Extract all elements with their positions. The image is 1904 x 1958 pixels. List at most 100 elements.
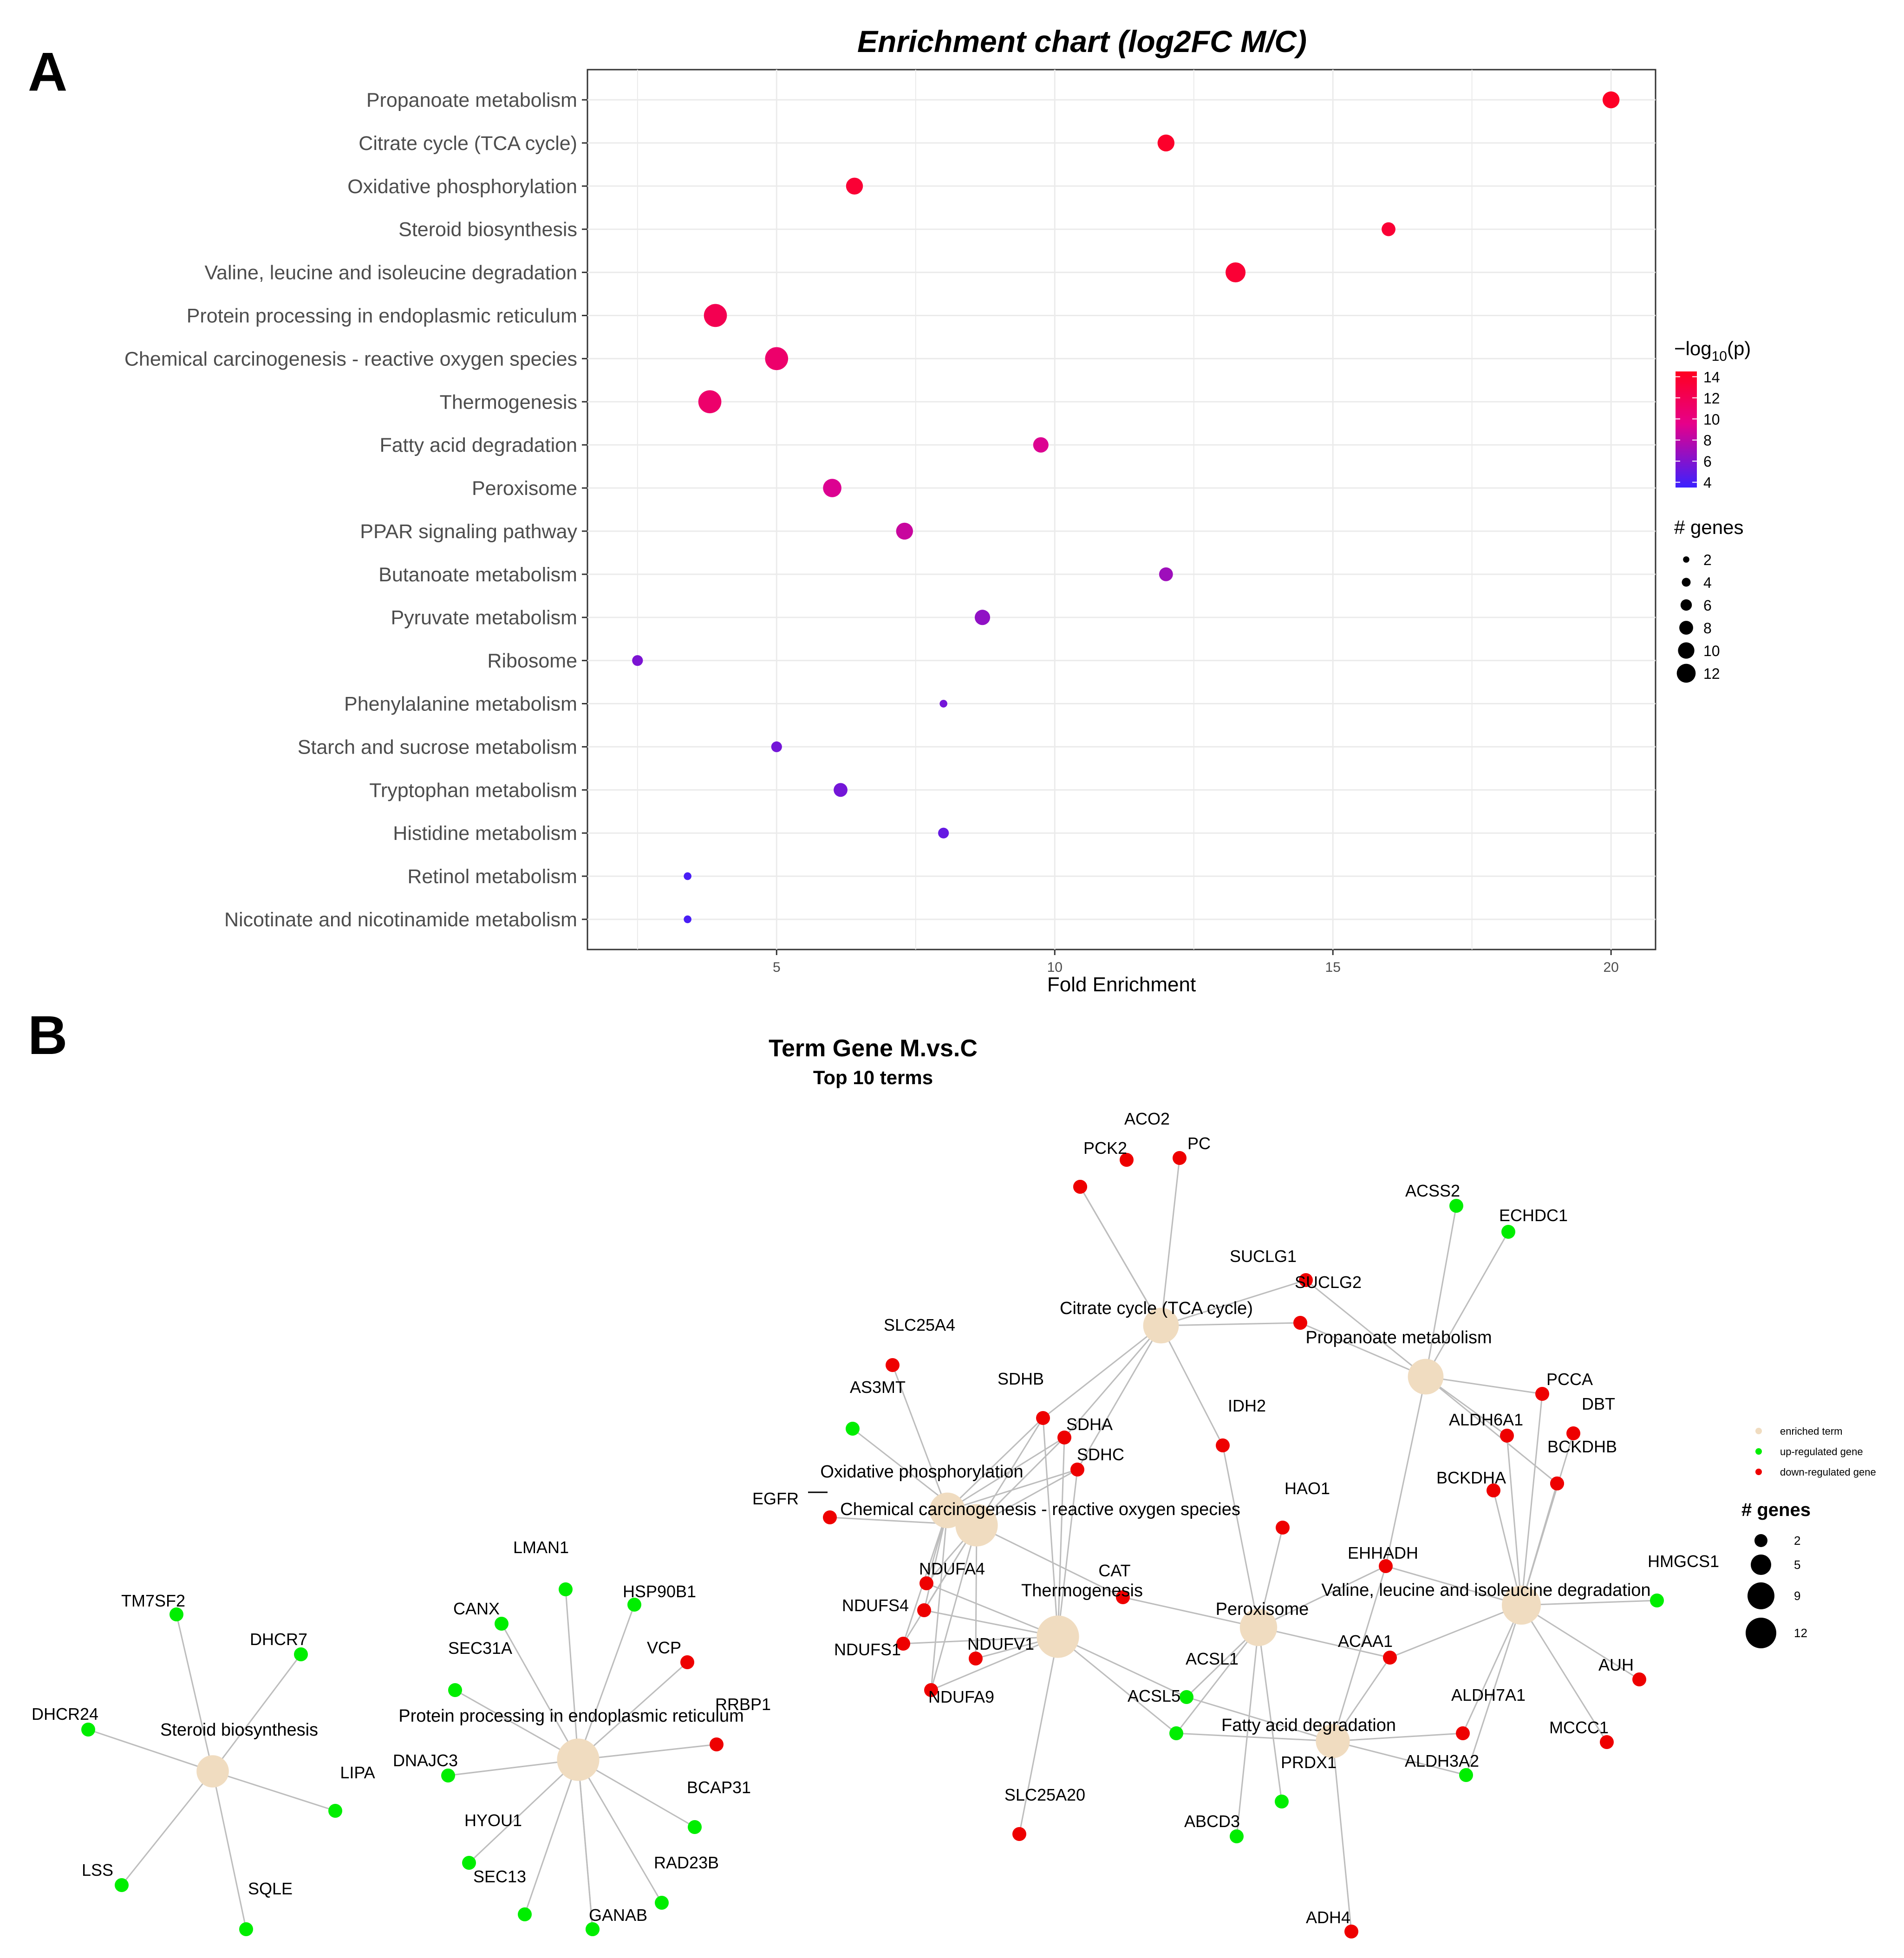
category-label: Fatty acid degradation [380, 434, 578, 456]
gene-node [1650, 1594, 1664, 1607]
color-bar [1676, 371, 1697, 488]
gene-node [1073, 1180, 1087, 1194]
gene-node [1173, 1151, 1187, 1165]
enrichment-chart: Enrichment chart (log2FC M/C) Propanoate… [124, 24, 1751, 996]
panel-b-label: B [28, 1005, 67, 1066]
network-labels: Steroid biosynthesis Protein processing i… [32, 1109, 1719, 1927]
gene-label: SLC25A20 [1004, 1785, 1085, 1804]
color-tick-label: 4 [1703, 475, 1712, 491]
data-point [896, 522, 913, 540]
data-point [939, 700, 947, 708]
size-legend-dot [1679, 621, 1693, 635]
network-edge [1160, 1158, 1180, 1326]
network-edge [1389, 1604, 1522, 1659]
gene-label: MCCC1 [1549, 1718, 1609, 1737]
network-edge [176, 1614, 214, 1772]
network-edge [1332, 1741, 1352, 1932]
gene-node [1487, 1483, 1500, 1497]
network-edge [930, 1525, 978, 1691]
gene-node [1120, 1153, 1134, 1167]
gene-label: NDUFV1 [967, 1634, 1034, 1653]
gene-label: DHCR7 [250, 1630, 307, 1649]
gene-label: SDHB [998, 1369, 1044, 1388]
gene-node [688, 1820, 702, 1834]
gene-node [1449, 1199, 1463, 1213]
gene-node [1383, 1651, 1397, 1665]
category-label: Oxidative phosphorylation [347, 176, 577, 198]
gene-label: DNAJC3 [393, 1751, 458, 1770]
gene-node [919, 1576, 933, 1590]
gene-node [1459, 1768, 1473, 1782]
size-legend: # genes 2 4 6 8 10 12 [1674, 516, 1743, 683]
network-edge [1520, 1483, 1558, 1606]
gene-node [896, 1637, 910, 1651]
gene-node [969, 1652, 983, 1665]
gene-node [823, 1510, 837, 1524]
gene-node [1379, 1559, 1393, 1573]
size-legend-dot [1748, 1582, 1774, 1609]
gene-node [1169, 1726, 1183, 1740]
size-legend-label: 10 [1703, 643, 1720, 659]
network-edge [1305, 1279, 1426, 1378]
data-point [698, 390, 722, 414]
category-label: Ribosome [487, 650, 577, 672]
panel-a-label: A [28, 41, 67, 103]
gene-label: ACAA1 [1338, 1632, 1393, 1651]
gene-node [462, 1856, 476, 1870]
network-edge [1520, 1393, 1543, 1606]
network-edge [902, 1525, 978, 1644]
gene-label: SEC13 [473, 1867, 526, 1886]
gene-label: CAT [1098, 1561, 1130, 1580]
gene-node [710, 1737, 724, 1751]
color-legend: −log10(p) 14 12 10 8 6 4 [1674, 338, 1751, 491]
network-edge [1332, 1566, 1387, 1742]
gene-label: HYOU1 [464, 1811, 522, 1830]
network-edge [946, 1417, 1044, 1511]
gene-node [1299, 1273, 1313, 1287]
network-edge [577, 1759, 663, 1903]
network-legend: enriched term up-regulated gene down-regul… [1741, 1425, 1876, 1648]
term-label: Propanoate metabolism [1305, 1328, 1492, 1347]
gene-label: ALDH7A1 [1451, 1685, 1526, 1704]
color-tick-label: 12 [1703, 390, 1720, 407]
gene-label: SUCLG2 [1295, 1273, 1362, 1292]
size-legend-dot [1678, 642, 1695, 659]
data-point [938, 827, 949, 839]
gene-node [294, 1647, 308, 1661]
size-legend-dot [1754, 1534, 1767, 1547]
network-edge [212, 1654, 302, 1772]
size-legend-label: 5 [1794, 1558, 1800, 1572]
x-tick-label: 10 [1047, 960, 1063, 975]
network-edge [1521, 1600, 1657, 1606]
gene-label: EGFR [752, 1489, 799, 1508]
network-edge [926, 1582, 1058, 1638]
network-edge [1063, 1325, 1162, 1438]
gene-label: ACO2 [1124, 1109, 1170, 1128]
gene-node [1501, 1225, 1515, 1239]
network-edge [1043, 1325, 1161, 1419]
term-node [1239, 1608, 1278, 1646]
network-edge [1258, 1626, 1390, 1659]
network-edge [1122, 1596, 1259, 1628]
gene-node [655, 1896, 669, 1910]
gene-label: DHCR24 [32, 1704, 98, 1724]
term-label: Citrate cycle (TCA cycle) [1060, 1299, 1253, 1318]
gene-label: ACSL5 [1128, 1686, 1180, 1705]
category-label: Valine, leucine and isoleucine degradati… [205, 262, 577, 284]
network-edge [1425, 1376, 1543, 1395]
network-edge [1175, 1627, 1259, 1734]
size-legend-dot [1746, 1618, 1776, 1648]
data-point [823, 479, 841, 497]
network-edge [578, 1661, 688, 1761]
network-edge [577, 1604, 635, 1760]
data-point [1033, 437, 1049, 453]
gene-label: SEC31A [448, 1639, 512, 1658]
size-legend-label: 4 [1703, 574, 1712, 591]
chart-points [632, 91, 1620, 924]
category-label: Protein processing in endoplasmic reticu… [187, 305, 577, 327]
network-edge [931, 1636, 1058, 1691]
network-edge [455, 1689, 579, 1761]
network-title: Term Gene M.vs.C [769, 1035, 978, 1062]
gene-label: SLC25A4 [884, 1315, 955, 1334]
category-label: Steroid biosynthesis [398, 219, 577, 241]
